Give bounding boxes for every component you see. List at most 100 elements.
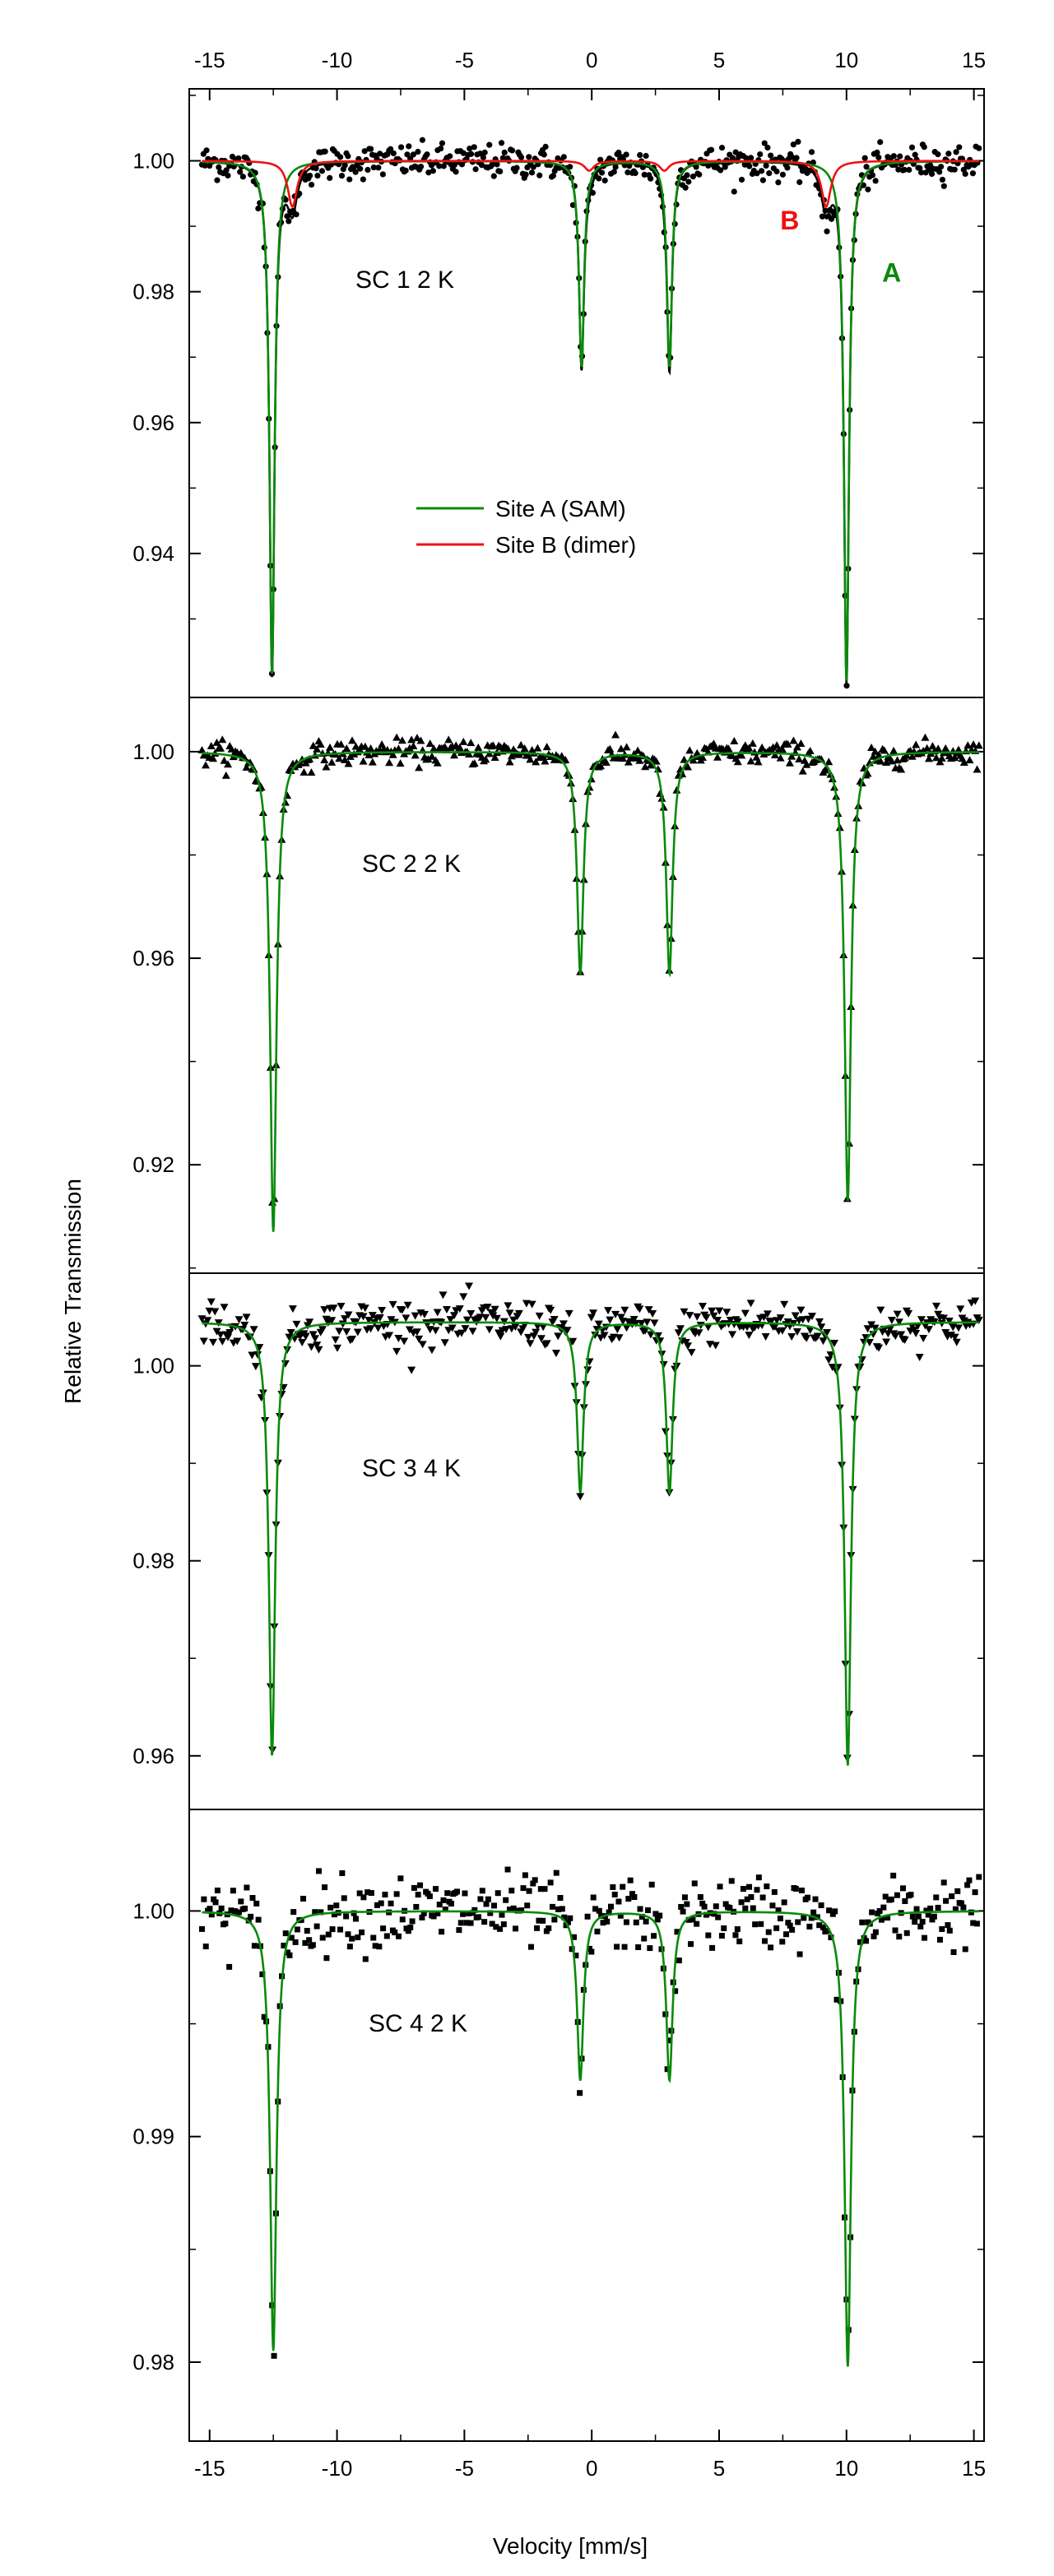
data-point (327, 174, 333, 181)
data-point (806, 746, 815, 754)
data-point (922, 1934, 928, 1941)
data-point (779, 171, 787, 178)
data-point (490, 753, 499, 761)
data-point (426, 1893, 433, 1900)
data-point (576, 1493, 585, 1501)
data-point (776, 1314, 785, 1323)
data-point (467, 145, 473, 152)
data-point (295, 1332, 304, 1341)
data-point (214, 1319, 223, 1327)
data-point (935, 151, 941, 158)
data-point (292, 1939, 299, 1945)
data-point (207, 742, 216, 750)
data-point (504, 1302, 513, 1310)
data-point (897, 153, 903, 160)
data-point (652, 1911, 659, 1917)
data-point (698, 1303, 707, 1311)
data-point (971, 1297, 980, 1305)
data-point (345, 1931, 351, 1938)
data-point (348, 736, 357, 744)
data-point (242, 1905, 248, 1911)
data-point (633, 1919, 639, 1925)
data-point (480, 154, 486, 160)
data-point (717, 167, 724, 174)
data-point (546, 1925, 552, 1932)
data-point (872, 178, 879, 184)
data-point (950, 1949, 957, 1956)
data-point (768, 152, 774, 159)
data-point (282, 1930, 289, 1937)
data-point (433, 758, 442, 767)
data-point (494, 1890, 501, 1897)
data-point (956, 1305, 965, 1313)
data-point (526, 154, 532, 160)
data-point (631, 1894, 638, 1901)
data-point (859, 1919, 866, 1925)
data-point (644, 1907, 651, 1914)
data-point (463, 1920, 470, 1926)
data-point (857, 1939, 863, 1945)
data-point (912, 1919, 918, 1925)
y-tick-label: 0.92 (132, 1152, 174, 1177)
data-point (216, 1331, 225, 1339)
data-point (824, 758, 833, 766)
data-point (382, 1891, 388, 1897)
y-tick-label: 0.96 (132, 946, 174, 971)
data-point (419, 1914, 425, 1920)
data-points (198, 1866, 982, 2359)
data-point (559, 1320, 568, 1328)
data-point (207, 162, 213, 169)
data-point (915, 1913, 922, 1920)
data-point (927, 1905, 934, 1911)
data-point (939, 176, 946, 183)
data-point (933, 1894, 940, 1901)
data-point (960, 1904, 967, 1911)
data-point (202, 1944, 209, 1950)
data-point (587, 1313, 596, 1322)
data-point (467, 1920, 474, 1926)
data-point (434, 1910, 441, 1916)
data-point (863, 1938, 870, 1944)
data-point (416, 736, 425, 744)
data-point (672, 1988, 679, 1995)
data-point (627, 1877, 634, 1883)
data-point (717, 1883, 723, 1890)
data-point (900, 1337, 909, 1345)
data-point (775, 179, 782, 186)
fit-curve-site-b-dimer (202, 160, 979, 208)
data-point (683, 762, 692, 771)
data-point (970, 1920, 977, 1926)
data-point (623, 1919, 629, 1925)
data-point (787, 752, 796, 760)
data-point (906, 166, 912, 174)
data-point (621, 1944, 628, 1950)
data-point (407, 1366, 416, 1374)
data-point (611, 169, 617, 175)
data-point (936, 169, 943, 175)
data-point (758, 1920, 764, 1927)
data-point (875, 750, 884, 758)
data-point (763, 1310, 772, 1318)
data-point (356, 1890, 363, 1897)
panel-label: SC 4 2 K (369, 2010, 467, 2037)
fit-curve-site-a-sam (202, 160, 979, 681)
data-point (943, 1897, 950, 1904)
data-point (526, 1888, 532, 1894)
data-point (882, 1338, 891, 1346)
data-point (392, 733, 402, 741)
data-point (937, 753, 946, 762)
data-point (917, 1923, 924, 1930)
data-point (490, 173, 497, 179)
data-point (314, 1346, 323, 1354)
data-point (685, 178, 692, 185)
data-point (959, 1900, 965, 1907)
data-point (345, 153, 351, 160)
data-point (730, 736, 739, 744)
data-point (514, 750, 523, 758)
data-point (623, 151, 629, 158)
panel-label: SC 1 2 K (355, 266, 454, 294)
data-point (481, 755, 490, 763)
data-point (893, 1310, 902, 1318)
data-point (405, 1928, 411, 1934)
data-point (372, 1943, 378, 1949)
